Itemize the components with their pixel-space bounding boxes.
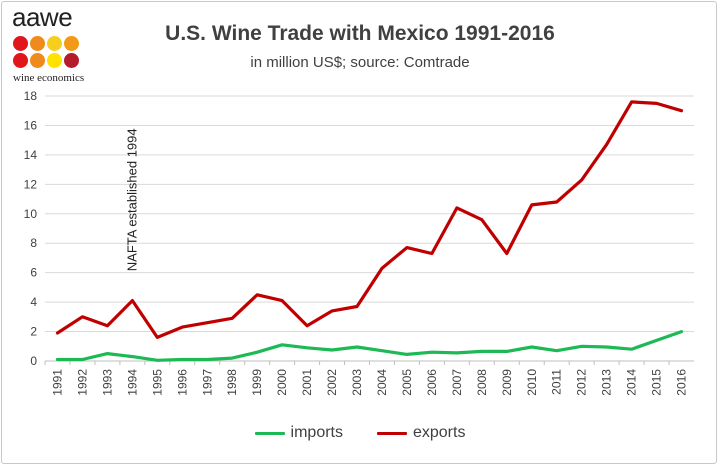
x-tick-label: 1999 xyxy=(250,369,264,396)
y-tick-label: 6 xyxy=(30,266,37,280)
x-tick-label: 2001 xyxy=(300,369,314,396)
logo-dot xyxy=(13,53,28,68)
x-tick-label: 2000 xyxy=(275,369,289,396)
legend-item-imports: imports xyxy=(254,424,343,442)
chart-subtitle: in million US$; source: Comtrade xyxy=(250,54,470,71)
imports-line xyxy=(55,330,684,362)
y-tick-label: 18 xyxy=(24,89,38,103)
x-tick-label: 2004 xyxy=(375,369,389,396)
x-tick-label: 2013 xyxy=(600,369,614,396)
y-tick-label: 14 xyxy=(24,148,38,162)
x-tick-label: 1994 xyxy=(125,369,139,396)
x-tick-label: 2002 xyxy=(325,369,339,396)
y-tick-label: 4 xyxy=(30,295,37,309)
y-tick-label: 0 xyxy=(30,354,37,368)
x-tick-label: 1996 xyxy=(175,369,189,396)
x-tick-label: 1995 xyxy=(150,369,164,396)
exports-line xyxy=(55,100,684,339)
x-tick-label: 2008 xyxy=(475,369,489,396)
x-tick-label: 2006 xyxy=(425,369,439,396)
logo-dot xyxy=(47,53,62,68)
chart-title: U.S. Wine Trade with Mexico 1991-2016 xyxy=(165,22,555,45)
legend-swatch xyxy=(254,431,285,435)
x-tick-label: 1998 xyxy=(225,369,239,396)
legend-label: exports xyxy=(412,424,466,441)
x-tick-label: 2012 xyxy=(575,369,589,396)
logo-dot xyxy=(47,36,62,51)
logo-dot xyxy=(30,53,45,68)
x-tick-label: 1993 xyxy=(100,369,114,396)
logo-dots xyxy=(13,36,93,76)
legend-swatch xyxy=(376,431,407,435)
x-tick-label: 2011 xyxy=(550,369,564,395)
x-tick-label: 2007 xyxy=(450,369,464,396)
y-tick-label: 8 xyxy=(30,236,37,250)
logo-dot xyxy=(64,36,79,51)
x-tick-label: 2014 xyxy=(625,369,639,396)
x-tick-label: 2009 xyxy=(500,369,514,396)
x-tick-label: 2016 xyxy=(675,369,689,396)
nafta-annotation: NAFTA established 1994 xyxy=(124,128,139,271)
logo-dot xyxy=(13,36,28,51)
logo-dot xyxy=(30,36,45,51)
legend-label: imports xyxy=(290,424,343,441)
x-tick-label: 2010 xyxy=(525,369,539,396)
y-tick-label: 10 xyxy=(24,207,38,221)
y-tick-label: 16 xyxy=(24,118,38,132)
x-tick-label: 1992 xyxy=(75,369,89,396)
y-tick-label: 2 xyxy=(30,325,37,339)
x-tick-label: 2003 xyxy=(350,369,364,396)
legend-item-exports: exports xyxy=(376,424,466,442)
x-tick-label: 1991 xyxy=(50,369,64,396)
aawe-logo: aawe wine economics xyxy=(12,2,102,86)
logo-dot xyxy=(64,53,79,68)
legend: imports exports xyxy=(0,424,720,442)
x-tick-label: 1997 xyxy=(200,369,214,396)
logo-subtext: wine economics xyxy=(13,72,85,84)
y-tick-label: 12 xyxy=(24,177,38,191)
x-tick-label: 2005 xyxy=(400,369,414,396)
x-tick-label: 2015 xyxy=(650,369,664,396)
logo-text: aawe xyxy=(12,2,73,32)
